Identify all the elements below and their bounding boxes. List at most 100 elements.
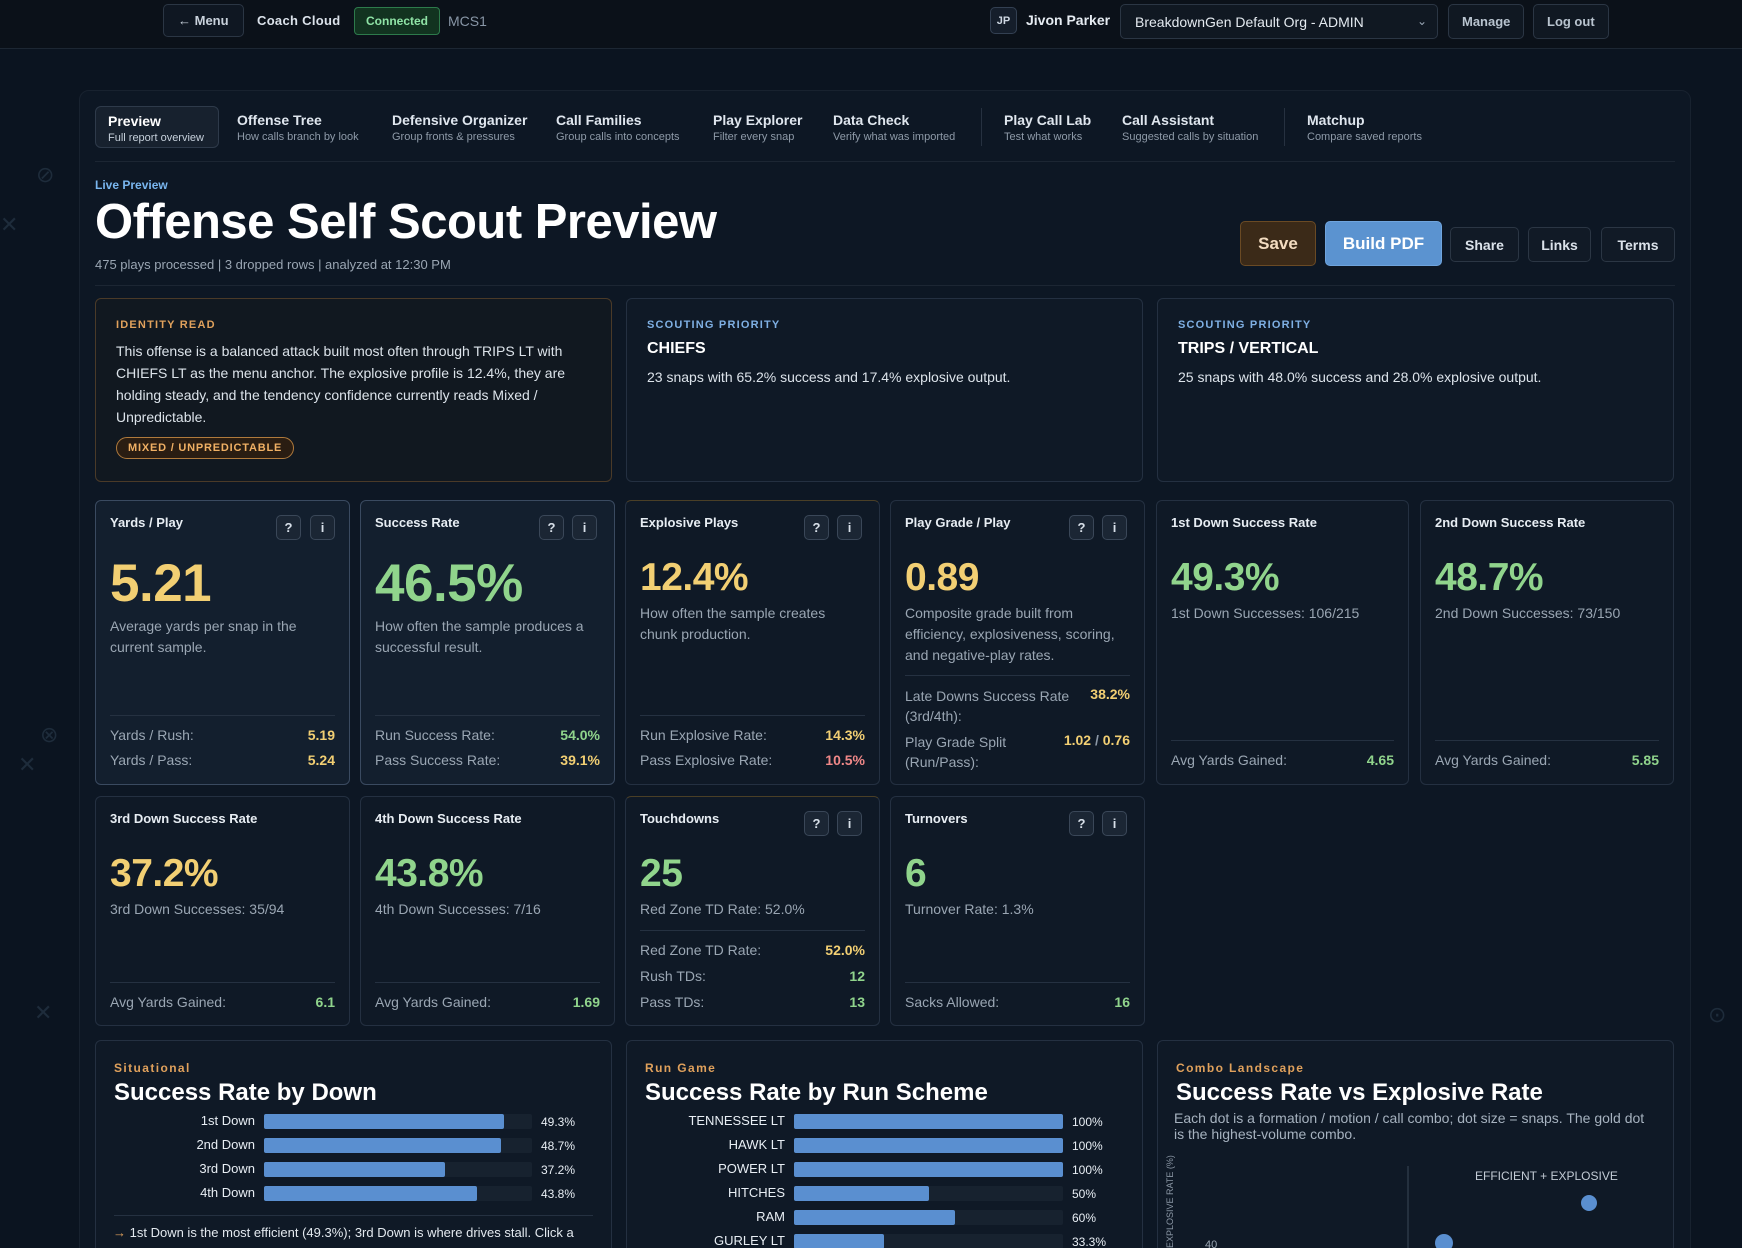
help-icon[interactable]: ? (276, 515, 301, 540)
org-select[interactable]: BreakdownGen Default Org - ADMIN ⌄ (1120, 4, 1438, 39)
tab-defensive-organizer[interactable]: Defensive Organizer Group fronts & press… (380, 106, 539, 148)
metric-card-4th-down: 4th Down Success Rate 43.8% 4th Down Suc… (360, 796, 615, 1026)
info-icon[interactable]: i (837, 515, 862, 540)
live-preview-label: Live Preview (95, 178, 168, 192)
metric-row-value: 54.0% (560, 727, 600, 743)
bar[interactable] (794, 1114, 1063, 1129)
metric-row-label: Yards / Rush: (110, 727, 194, 743)
priority-text: 23 snaps with 65.2% success and 17.4% ex… (647, 369, 1011, 385)
metric-title: Yards / Play (110, 515, 183, 530)
links-button[interactable]: Links (1528, 227, 1591, 262)
team-code: MCS1 (448, 13, 487, 29)
top-bar: ← Menu Coach Cloud Connected MCS1 JP Jiv… (0, 0, 1742, 49)
tab-label: Matchup (1307, 112, 1365, 128)
metric-value: 5.21 (110, 554, 212, 613)
bar-category-label: GURLEY LT (640, 1233, 785, 1248)
metric-value: 12.4% (640, 556, 749, 599)
bar-value-label: 49.3% (541, 1115, 576, 1129)
tab-sublabel: Filter every snap (713, 131, 795, 143)
bar-value-label: 60% (1072, 1211, 1097, 1225)
tab-play-call-lab[interactable]: Play Call Lab Test what works (992, 106, 1103, 148)
help-icon[interactable]: ? (1069, 515, 1094, 540)
info-icon[interactable]: i (837, 811, 862, 836)
tendency-badge: MIXED / UNPREDICTABLE (116, 437, 295, 459)
manage-button[interactable]: Manage (1448, 4, 1525, 39)
metric-row-value: 16 (1114, 994, 1130, 1010)
bar[interactable] (794, 1186, 929, 1201)
bar-category-label: POWER LT (640, 1161, 785, 1177)
tab-call-families[interactable]: Call Families Group calls into concepts (544, 106, 692, 148)
metric-title: Play Grade / Play (905, 515, 1011, 530)
metric-row: Late Downs Success Rate (3rd/4th): 38.2% (905, 686, 1130, 726)
bar-category-label: RAM (640, 1209, 785, 1225)
divider (905, 982, 1130, 983)
divider (95, 161, 1675, 162)
help-icon[interactable]: ? (539, 515, 564, 540)
bar[interactable] (264, 1114, 505, 1129)
bar[interactable] (264, 1162, 446, 1177)
user-name: Jivon Parker (1026, 12, 1111, 28)
divider (375, 982, 600, 983)
bar-value-label: 37.2% (541, 1163, 576, 1177)
help-icon[interactable]: ? (1069, 811, 1094, 836)
metric-title: 3rd Down Success Rate (110, 811, 258, 826)
metric-title: Turnovers (905, 811, 968, 826)
metric-row: Rush TDs: 12 (640, 968, 865, 984)
chart-eyebrow: Situational (114, 1061, 191, 1075)
logout-button[interactable]: Log out (1533, 4, 1609, 39)
org-select-value: BreakdownGen Default Org - ADMIN (1135, 13, 1364, 30)
info-icon[interactable]: i (1102, 515, 1127, 540)
metric-row-value: 12 (849, 968, 865, 984)
priority-name: CHIEFS (647, 340, 706, 357)
bar-track (794, 1186, 1063, 1201)
info-icon[interactable]: i (1102, 811, 1127, 836)
tab-label: Call Assistant (1122, 112, 1215, 128)
tab-call-assistant[interactable]: Call Assistant Suggested calls by situat… (1110, 106, 1270, 148)
info-icon[interactable]: i (310, 515, 335, 540)
bar-track (794, 1114, 1063, 1129)
tab-sublabel: Verify what was imported (833, 131, 956, 143)
bar[interactable] (794, 1210, 956, 1225)
metric-description: Turnover Rate: 1.3% (905, 901, 1034, 917)
tab-offense-tree[interactable]: Offense Tree How calls branch by look (225, 106, 371, 148)
bar[interactable] (794, 1138, 1063, 1153)
tab-label: Preview (108, 113, 161, 129)
separator: / (1094, 732, 1099, 748)
bar[interactable] (264, 1138, 502, 1153)
tab-matchup[interactable]: Matchup Compare saved reports (1295, 106, 1434, 148)
metric-row-label: Late Downs Success Rate (3rd/4th): (905, 688, 1070, 724)
bar-label-text: TENNESSEE LT (688, 1113, 785, 1128)
scatter-point[interactable] (1435, 1234, 1453, 1248)
info-icon[interactable]: i (572, 515, 597, 540)
help-icon[interactable]: ? (804, 515, 829, 540)
metric-row: Play Grade Split (Run/Pass): 1.02 / 0.76 (905, 732, 1130, 772)
metric-row: Avg Yards Gained: 4.65 (1171, 752, 1394, 768)
chart-insight-note[interactable]: → 1st Down is the most efficient (49.3%)… (113, 1225, 574, 1240)
save-button[interactable]: Save (1240, 221, 1316, 266)
bar-track (264, 1186, 532, 1201)
chart-title: Success Rate by Down (114, 1079, 377, 1106)
chart-note-text: 1st Down is the most efficient (49.3%); … (129, 1225, 574, 1240)
avatar[interactable]: JP (990, 7, 1017, 34)
help-icon[interactable]: ? (804, 811, 829, 836)
menu-button[interactable]: ← Menu (163, 4, 244, 37)
build-pdf-button[interactable]: Build PDF (1325, 221, 1442, 266)
bar[interactable] (264, 1186, 478, 1201)
metric-description: Composite grade built from efficiency, e… (905, 605, 1115, 663)
tab-label: Offense Tree (237, 112, 322, 128)
bar[interactable] (794, 1234, 884, 1248)
share-button[interactable]: Share (1450, 227, 1519, 262)
terms-button[interactable]: Terms (1601, 227, 1675, 262)
bar-track (264, 1138, 532, 1153)
bar-value-label: 50% (1072, 1187, 1097, 1201)
tab-preview[interactable]: Preview Full report overview (95, 106, 219, 148)
scatter-point[interactable] (1581, 1195, 1597, 1211)
metric-row-label: Rush TDs: (640, 968, 706, 984)
tab-play-explorer[interactable]: Play Explorer Filter every snap (701, 106, 815, 148)
tab-label: Defensive Organizer (392, 112, 528, 128)
bar-value-label: 48.7% (541, 1139, 576, 1153)
metric-title: 1st Down Success Rate (1171, 515, 1317, 530)
bar[interactable] (794, 1162, 1063, 1177)
tab-data-check[interactable]: Data Check Verify what was imported (821, 106, 967, 148)
metric-card-2nd-down: 2nd Down Success Rate 48.7% 2nd Down Suc… (1420, 500, 1674, 785)
